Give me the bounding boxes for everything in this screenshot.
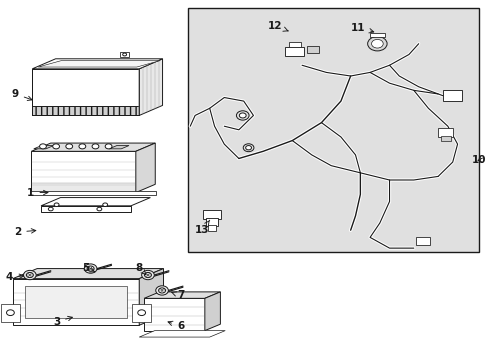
Polygon shape xyxy=(41,198,150,206)
Polygon shape xyxy=(120,52,129,57)
Polygon shape xyxy=(31,143,155,151)
Bar xyxy=(306,45,318,53)
Circle shape xyxy=(66,144,73,149)
Text: 7: 7 xyxy=(171,291,184,301)
Circle shape xyxy=(92,144,99,149)
Text: 11: 11 xyxy=(350,23,373,33)
Polygon shape xyxy=(13,279,139,325)
Circle shape xyxy=(236,111,248,120)
Bar xyxy=(288,42,300,46)
Circle shape xyxy=(155,286,168,295)
Circle shape xyxy=(87,266,94,271)
Bar xyxy=(442,90,462,101)
Polygon shape xyxy=(31,151,136,193)
Bar xyxy=(285,46,304,55)
Text: 12: 12 xyxy=(267,21,287,31)
Circle shape xyxy=(122,53,126,56)
Polygon shape xyxy=(139,269,163,325)
Circle shape xyxy=(26,273,33,278)
Polygon shape xyxy=(32,69,139,116)
Polygon shape xyxy=(32,107,139,116)
Circle shape xyxy=(79,144,85,149)
Polygon shape xyxy=(34,145,54,149)
Circle shape xyxy=(367,37,386,51)
Polygon shape xyxy=(32,59,162,69)
Text: 3: 3 xyxy=(53,316,72,327)
Text: 6: 6 xyxy=(168,321,184,331)
Circle shape xyxy=(54,203,59,207)
Text: 10: 10 xyxy=(471,155,486,165)
Bar xyxy=(25,286,127,318)
Polygon shape xyxy=(144,298,204,330)
Text: 2: 2 xyxy=(14,227,36,237)
Circle shape xyxy=(102,203,107,207)
Polygon shape xyxy=(139,59,162,116)
Circle shape xyxy=(142,270,154,280)
Polygon shape xyxy=(136,143,155,193)
Circle shape xyxy=(23,270,36,280)
Circle shape xyxy=(53,144,60,149)
Circle shape xyxy=(97,207,102,211)
Polygon shape xyxy=(109,145,129,149)
Polygon shape xyxy=(41,206,131,212)
Text: 1: 1 xyxy=(27,188,48,198)
Circle shape xyxy=(138,310,145,316)
Circle shape xyxy=(239,113,245,118)
Polygon shape xyxy=(139,330,225,337)
Polygon shape xyxy=(204,292,220,330)
Polygon shape xyxy=(132,304,151,321)
Bar xyxy=(437,128,452,137)
Polygon shape xyxy=(144,292,220,298)
Text: 4: 4 xyxy=(6,272,23,282)
Bar xyxy=(440,136,450,140)
Circle shape xyxy=(105,144,112,149)
Bar xyxy=(208,225,216,231)
Text: 8: 8 xyxy=(135,263,145,274)
Circle shape xyxy=(144,273,151,278)
Polygon shape xyxy=(13,269,163,279)
Text: 9: 9 xyxy=(12,89,32,100)
Bar xyxy=(187,8,478,252)
Text: 13: 13 xyxy=(195,220,209,235)
Bar xyxy=(415,237,429,244)
Polygon shape xyxy=(0,304,20,321)
Polygon shape xyxy=(38,60,160,67)
Circle shape xyxy=(84,264,97,273)
Circle shape xyxy=(371,40,383,48)
Circle shape xyxy=(48,207,53,211)
Bar xyxy=(206,218,218,226)
Bar xyxy=(30,191,156,195)
Text: 5: 5 xyxy=(82,263,95,273)
Circle shape xyxy=(243,144,253,152)
Circle shape xyxy=(6,310,14,316)
Circle shape xyxy=(40,144,46,149)
Bar xyxy=(203,210,221,219)
Circle shape xyxy=(245,145,251,150)
Bar xyxy=(369,33,384,37)
Circle shape xyxy=(158,288,165,293)
